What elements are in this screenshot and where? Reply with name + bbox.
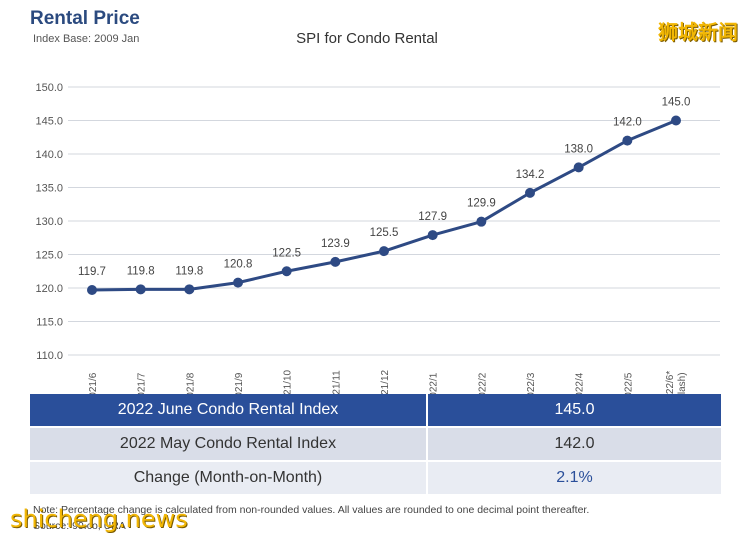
x-tick-label: 2021/11: [331, 370, 342, 395]
table-cell-value: 145.0: [428, 394, 721, 426]
footnote: Note: Percentage change is calculated fr…: [33, 504, 590, 516]
data-point: [281, 266, 292, 277]
y-tick-label: 145.0: [35, 116, 63, 128]
y-tick-label: 120.0: [35, 283, 63, 295]
header-subtitle: Index Base: 2009 Jan: [33, 33, 140, 45]
table-cell-label: Change (Month-on-Month): [30, 462, 426, 494]
summary-table: 2022 June Condo Rental Index 145.0 2022 …: [30, 394, 721, 494]
table-row-change: Change (Month-on-Month) 2.1%: [30, 462, 721, 494]
table-cell-value: 2.1%: [428, 462, 721, 494]
x-tick-label: 2021/6: [88, 372, 99, 395]
header-title: Rental Price: [30, 8, 140, 29]
table-cell-label: 2022 May Condo Rental Index: [30, 428, 426, 460]
watermark-bottom: shicheng.news: [10, 505, 188, 533]
data-label: 123.9: [321, 238, 350, 250]
data-point: [233, 277, 243, 288]
data-point: [573, 162, 584, 173]
x-tick-label: 2021/9: [234, 372, 245, 395]
data-label: 127.9: [418, 211, 447, 223]
y-tick-label: 150.0: [35, 82, 63, 94]
y-tick-label: 110.0: [36, 350, 63, 362]
data-label: 119.8: [127, 265, 155, 277]
chart-title: SPI for Condo Rental: [0, 30, 750, 47]
data-point: [622, 135, 633, 146]
data-point: [476, 216, 487, 227]
watermark-top: 狮城新闻: [658, 20, 738, 44]
x-tick-label: 2022/2: [477, 372, 488, 395]
y-tick-label: 115.0: [36, 317, 63, 329]
data-point: [87, 285, 97, 296]
data-label: 134.2: [516, 169, 545, 181]
data-point: [525, 187, 535, 198]
x-tick-label: 2022/6*: [665, 371, 676, 395]
data-point: [671, 115, 681, 126]
data-point: [379, 246, 389, 257]
data-label: 142.0: [613, 117, 642, 129]
data-point: [427, 230, 438, 241]
x-tick-label: 2021/10: [283, 369, 294, 395]
y-tick-label: 130.0: [35, 216, 63, 228]
table-cell-label: 2022 June Condo Rental Index: [30, 394, 426, 426]
y-tick-label: 135.0: [35, 183, 63, 195]
data-label: 145.0: [662, 97, 691, 109]
y-tick-label: 140.0: [35, 149, 63, 161]
data-label: 120.8: [224, 259, 253, 271]
table-row-may: 2022 May Condo Rental Index 142.0: [30, 428, 721, 460]
data-label: 129.9: [467, 198, 496, 210]
x-tick-label: 2022/1: [429, 372, 440, 395]
table-cell-value: 142.0: [428, 428, 721, 460]
x-tick-label: 2021/7: [137, 372, 148, 395]
table-row-june: 2022 June Condo Rental Index 145.0: [30, 394, 721, 426]
chart-title-text: SPI for Condo Rental: [296, 30, 438, 47]
data-label: 122.5: [272, 247, 301, 259]
x-tick-label: 2021/8: [185, 372, 196, 395]
data-label: 125.5: [370, 227, 399, 239]
source-note: Source: 99.co, URA: [33, 520, 126, 532]
data-label: 119.8: [175, 265, 203, 277]
data-point: [184, 284, 195, 295]
data-point: [330, 256, 341, 267]
data-label: 119.7: [78, 266, 106, 278]
y-tick-label: 125.0: [35, 250, 63, 262]
x-tick-label: 2021/12: [380, 369, 391, 395]
x-tick-label: 2022/3: [526, 372, 537, 395]
data-label: 138.0: [564, 143, 593, 155]
data-point: [135, 284, 146, 295]
line-chart: 110.0 115.0 120.0 125.0 130.0 135.0 140.0 145.0…: [35, 82, 720, 395]
x-tick-label-suffix: (Flash): [677, 372, 688, 395]
x-tick-label: 2022/5: [623, 372, 634, 395]
x-tick-label: 2022/4: [575, 372, 586, 395]
